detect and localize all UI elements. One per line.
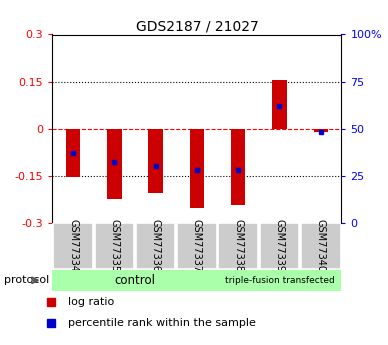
Text: GSM77336: GSM77336 <box>151 219 161 272</box>
Bar <box>95 223 134 269</box>
Title: GDS2187 / 21027: GDS2187 / 21027 <box>135 19 258 33</box>
Text: GSM77340: GSM77340 <box>316 219 326 272</box>
Bar <box>66 128 80 177</box>
Text: GSM77338: GSM77338 <box>233 219 243 272</box>
Text: protocol: protocol <box>4 275 49 285</box>
Bar <box>52 269 218 291</box>
Bar <box>260 223 299 269</box>
Text: triple-fusion transfected: triple-fusion transfected <box>225 276 334 285</box>
Bar <box>314 128 328 132</box>
Bar <box>136 223 175 269</box>
Text: GSM77339: GSM77339 <box>274 219 284 272</box>
Bar <box>272 80 287 128</box>
Bar <box>148 128 163 193</box>
Bar <box>301 223 341 269</box>
Text: control: control <box>114 274 156 287</box>
Text: GSM77337: GSM77337 <box>192 219 202 272</box>
Bar <box>177 223 217 269</box>
Text: log ratio: log ratio <box>68 297 114 307</box>
Bar <box>107 128 121 199</box>
Bar <box>190 128 204 208</box>
Bar <box>218 223 258 269</box>
Text: GSM77334: GSM77334 <box>68 219 78 272</box>
Bar <box>53 223 93 269</box>
Text: GSM77335: GSM77335 <box>109 219 120 272</box>
Bar <box>218 269 341 291</box>
Text: percentile rank within the sample: percentile rank within the sample <box>68 318 256 327</box>
Bar <box>231 128 246 205</box>
